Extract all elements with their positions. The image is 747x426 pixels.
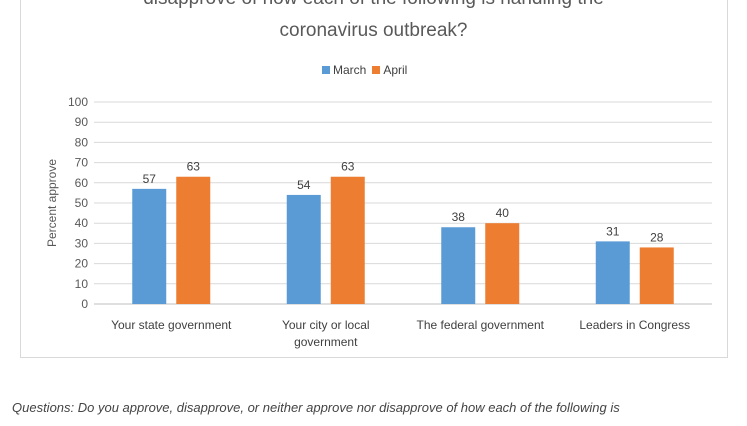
data-label: 31 (606, 224, 620, 238)
data-label: 54 (297, 178, 311, 192)
data-label: 38 (452, 210, 466, 224)
legend-item-april: April (372, 63, 407, 77)
y-tick-label: 10 (75, 277, 89, 291)
x-tick-label: Your city or local (282, 318, 370, 332)
legend-label-march: March (333, 63, 367, 77)
bar-march (286, 194, 321, 304)
chart-title-line-2: coronavirus outbreak? (279, 20, 468, 41)
bar-march (441, 227, 476, 304)
y-tick-label: 40 (75, 216, 89, 230)
bar-april (176, 176, 211, 304)
y-tick-label: 60 (75, 176, 89, 190)
legend-swatch-march (322, 66, 330, 74)
data-label: 28 (650, 230, 664, 244)
bar-april (485, 223, 520, 304)
data-label: 63 (187, 160, 201, 174)
bar-march (595, 241, 630, 304)
y-tick-label: 20 (75, 257, 89, 271)
y-tick-label: 80 (75, 135, 89, 149)
legend-label-april: April (383, 63, 408, 77)
x-tick-label: Leaders in Congress (579, 318, 690, 332)
y-tick-label: 30 (75, 236, 89, 250)
y-tick-label: 50 (75, 196, 89, 210)
data-label: 40 (496, 206, 510, 220)
y-tick-label: 90 (75, 115, 89, 129)
bar-april (639, 247, 674, 304)
bar-march (132, 188, 167, 304)
legend-swatch-april (372, 66, 381, 74)
y-tick-label: 0 (81, 297, 88, 311)
y-tick-label: 70 (75, 156, 89, 170)
data-label: 63 (341, 160, 355, 174)
x-tick-label: The federal government (417, 318, 545, 332)
y-tick-label: 100 (68, 95, 88, 109)
legend-item-march: March (322, 63, 366, 77)
bar-april (330, 176, 365, 304)
x-tick-label: government (294, 335, 358, 349)
chart-legend: March April (322, 63, 407, 77)
x-tick-label: Your state government (111, 318, 232, 332)
figure-caption: Questions: Do you approve, disapprove, o… (12, 400, 620, 415)
bar-chart-plot: 0 10 20 30 40 50 60 70 80 90 100 Percent approve 57 6… (45, 95, 712, 349)
chart-title-line-1: disapprove of how each of the following … (0, 0, 747, 10)
y-axis-label: Percent approve (45, 159, 59, 247)
data-label: 57 (143, 172, 157, 186)
